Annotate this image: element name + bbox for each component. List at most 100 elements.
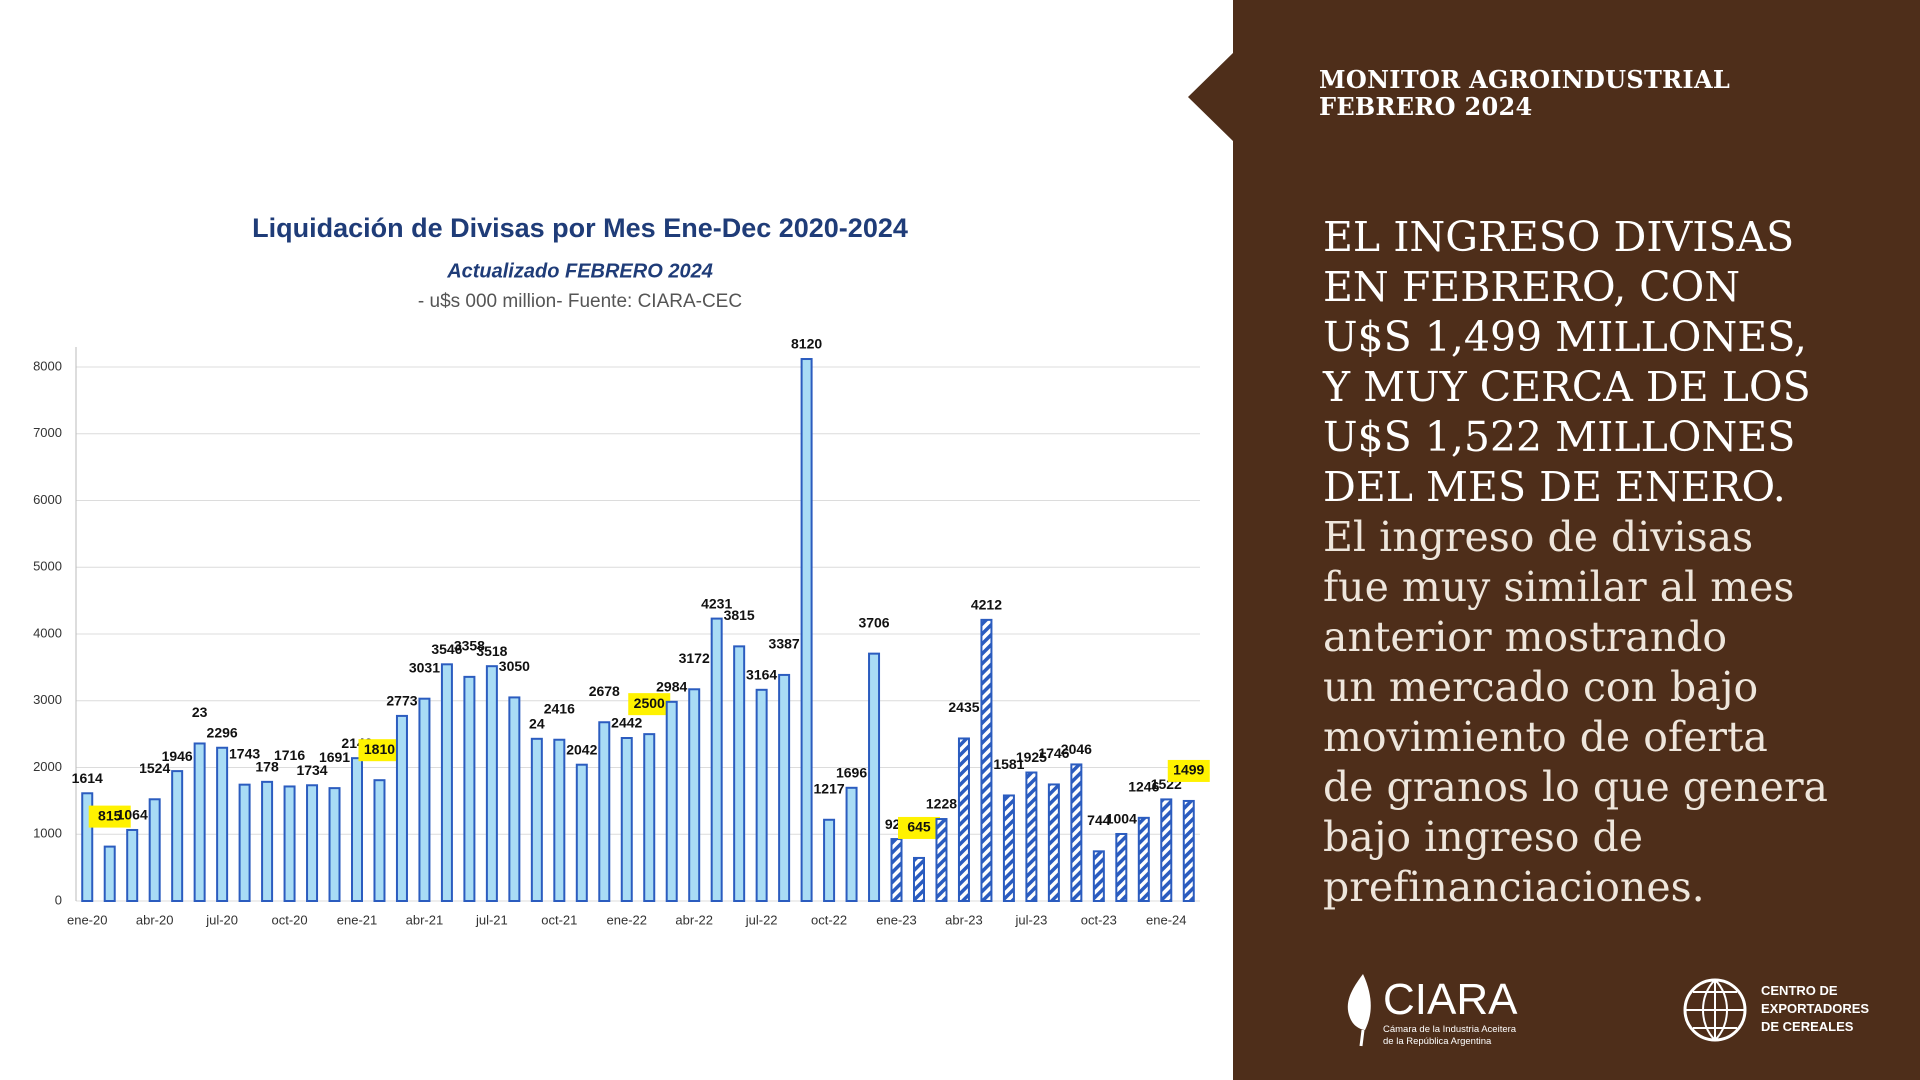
data-label: 4231 — [701, 595, 732, 611]
bar — [193, 742, 206, 902]
data-label: 3546 — [431, 641, 462, 657]
data-label: 2984 — [656, 679, 687, 695]
label-highlight — [88, 805, 131, 828]
logo-name: CIARA — [1383, 975, 1518, 1024]
label-highlight — [628, 693, 671, 716]
kicker-line: MONITOR AGROINDUSTRIAL — [1319, 65, 1731, 94]
bar — [733, 645, 746, 902]
logo-line: EXPORTADORES — [1761, 1001, 1869, 1016]
bar — [1070, 763, 1083, 902]
data-label: 3164 — [746, 667, 777, 683]
kicker-line: FEBRERO 2024 — [1319, 92, 1533, 121]
body-line: El ingreso de divisas — [1323, 513, 1754, 561]
bar — [418, 697, 431, 902]
logo-cec: CENTRO DE EXPORTADORES DE CEREALES — [1683, 978, 1869, 1042]
bar — [463, 675, 476, 902]
logo-ciara: CIARA Cámara de la Industria Aceitera de… — [1347, 974, 1518, 1047]
bar — [373, 779, 386, 902]
bar — [935, 818, 948, 903]
logo-line: DE CEREALES — [1761, 1019, 1854, 1034]
body-line: anterior mostrando — [1323, 613, 1728, 661]
data-label: 3706 — [858, 614, 889, 630]
x-tick-label: ene-21 — [337, 912, 377, 927]
data-label: 2773 — [386, 693, 417, 709]
y-tick-label: 3000 — [33, 692, 62, 707]
x-tick-label: oct-22 — [811, 912, 847, 927]
data-label: 1581 — [993, 756, 1024, 772]
bar — [710, 617, 723, 902]
x-tick-label: jul-23 — [1015, 912, 1048, 927]
data-label: 1228 — [926, 796, 957, 812]
bar — [913, 856, 925, 902]
bar — [980, 618, 993, 902]
data-label: 1614 — [72, 770, 103, 786]
chart-subtitle: Actualizado FEBRERO 2024 — [446, 260, 713, 282]
data-label: 1004 — [1106, 811, 1137, 827]
bar — [688, 688, 701, 903]
data-label: 178 — [255, 759, 279, 775]
x-tick-label: ene-23 — [876, 912, 916, 927]
headline-line: EN FEBRERO, CON — [1323, 263, 1741, 311]
logo-line: de la República Argentina — [1383, 1036, 1492, 1047]
data-label: 2046 — [1061, 741, 1092, 757]
chart-source: - u$s 000 million- Fuente: CIARA-CEC — [418, 291, 742, 312]
label-highlight — [1167, 759, 1210, 782]
bar — [1115, 832, 1128, 902]
bar — [755, 688, 768, 902]
x-tick-label: ene-22 — [607, 912, 647, 927]
bar — [1137, 816, 1150, 902]
bar — [868, 652, 881, 903]
bar — [81, 792, 94, 903]
data-label: 23 — [192, 704, 208, 720]
data-label: 8120 — [791, 336, 822, 352]
headline-line: EL INGRESO DIVISAS — [1323, 213, 1795, 261]
globe-lines — [1685, 979, 1745, 1041]
data-label: 3815 — [724, 607, 755, 623]
y-tick-label: 8000 — [33, 358, 62, 373]
data-label: 815 — [98, 807, 122, 823]
x-tick-label: oct-23 — [1081, 912, 1117, 927]
bar — [508, 696, 521, 902]
headline-line: U$S 1,522 MILLONES — [1323, 413, 1796, 461]
data-label: 1064 — [117, 807, 148, 823]
bar — [1047, 783, 1060, 903]
data-label: 1734 — [296, 762, 327, 778]
bar — [598, 721, 611, 903]
headline-line: Y MUY CERCA DE LOS — [1323, 363, 1811, 411]
data-label: 1246 — [1128, 779, 1159, 795]
x-tick-label: jul-20 — [205, 912, 238, 927]
leaf-icon — [1347, 974, 1371, 1030]
y-tick-label: 7000 — [33, 425, 62, 440]
bar — [485, 665, 498, 902]
body-line: prefinanciaciones. — [1323, 863, 1705, 911]
bar — [643, 733, 656, 902]
data-label: 645 — [907, 819, 931, 835]
y-tick-label: 4000 — [33, 625, 62, 640]
bar — [1182, 799, 1195, 903]
bar — [261, 780, 274, 902]
bar — [1002, 794, 1015, 903]
bar — [957, 737, 970, 902]
x-tick-label: abr-23 — [945, 912, 983, 927]
bar — [1025, 771, 1038, 902]
bar — [800, 358, 813, 902]
body-text: El ingreso de divisas fue muy similar al … — [1323, 512, 1828, 912]
bar — [171, 770, 184, 902]
bar — [890, 838, 903, 902]
x-tick-label: oct-20 — [271, 912, 307, 927]
panel-notch — [1188, 52, 1234, 142]
data-label: 1946 — [162, 748, 193, 764]
data-label: 3358 — [454, 638, 485, 654]
bar — [395, 714, 408, 902]
bar — [845, 786, 858, 903]
x-tick-label: abr-21 — [406, 912, 444, 927]
data-label: 2442 — [611, 715, 642, 731]
data-label: 4212 — [971, 597, 1002, 613]
data-label: 2500 — [634, 695, 665, 711]
bar — [283, 785, 296, 902]
bar — [216, 746, 229, 902]
data-label: 3050 — [499, 658, 530, 674]
leaf-stem — [1359, 1029, 1365, 1047]
body-line: un mercado con bajo — [1323, 663, 1759, 711]
bar — [1092, 850, 1105, 903]
